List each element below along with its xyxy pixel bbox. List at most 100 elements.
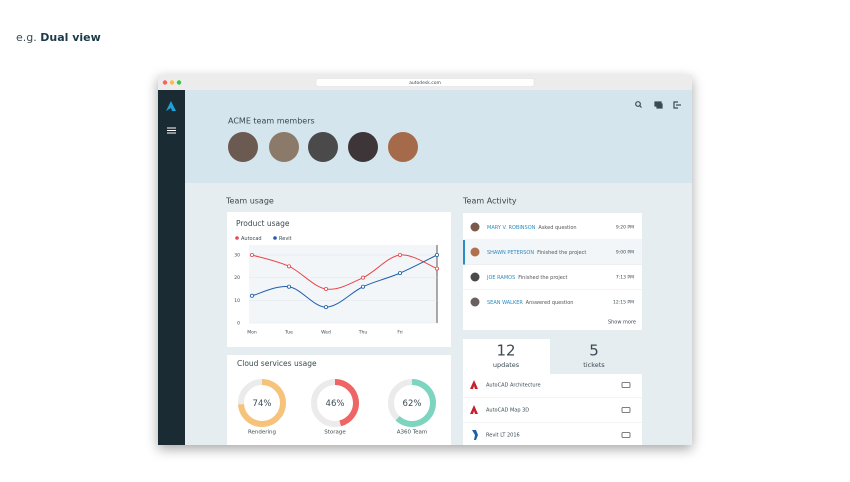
tab-label: tickets xyxy=(583,361,605,369)
gauge-arc xyxy=(334,379,359,427)
card xyxy=(463,213,642,330)
gauge-value: 74% xyxy=(253,399,272,409)
product-name: AutoCAD Architecture xyxy=(486,383,541,389)
gauge-arc xyxy=(238,379,286,427)
activity-action: Asked question xyxy=(538,225,576,231)
activity-time: 9:20 PM xyxy=(616,225,634,231)
max-dot[interactable] xyxy=(176,80,182,85)
card xyxy=(227,355,451,445)
activity-time: 12:15 PM xyxy=(613,300,634,306)
x-tick-label: Fri xyxy=(397,330,402,336)
product-name: AutoCAD Map 3D xyxy=(486,408,529,414)
download-icon[interactable] xyxy=(621,432,631,438)
point xyxy=(397,252,402,257)
x-tick-label: Tue xyxy=(284,330,293,336)
y-tick-label: 20 xyxy=(234,275,240,281)
min-dot[interactable] xyxy=(169,80,175,85)
activity-time: 9:00 PM xyxy=(616,250,634,256)
activity-action: Finished the project xyxy=(518,275,567,281)
activity-time: 7:13 PM xyxy=(616,275,634,281)
download-icon[interactable] xyxy=(621,382,631,388)
activity-text: SEAN WALKER Answered question xyxy=(487,300,573,306)
legend-swatch xyxy=(273,236,277,240)
product-icon xyxy=(472,430,478,440)
y-tick-label: 30 xyxy=(234,253,240,259)
legend-label: Autocad xyxy=(241,236,262,242)
activity-name: MARY V. ROBINSON xyxy=(487,225,536,231)
row-marker xyxy=(463,240,465,265)
avatar[interactable] xyxy=(228,132,258,162)
point xyxy=(360,275,365,280)
series-line xyxy=(251,254,438,290)
point xyxy=(434,252,439,257)
menu-icon[interactable] xyxy=(167,127,176,134)
activity-avatar xyxy=(470,222,480,232)
gauge-label: A360 Team xyxy=(397,430,428,436)
download-icon[interactable] xyxy=(621,407,631,413)
section-title: Team usage xyxy=(225,197,274,206)
activity-avatar xyxy=(470,247,480,257)
activity-text: JOE RAMOS Finished the project xyxy=(486,275,568,281)
tab-count: 5 xyxy=(589,342,599,360)
x-tick-label: Wed xyxy=(321,330,331,336)
avatars xyxy=(228,132,418,162)
header xyxy=(185,90,692,183)
point xyxy=(323,286,328,291)
x-tick-label: Thu xyxy=(358,330,368,336)
logo[interactable] xyxy=(166,101,176,111)
point xyxy=(434,266,439,271)
chart-title: Product usage xyxy=(236,219,290,228)
y-tick-label: 10 xyxy=(234,298,240,304)
point xyxy=(360,284,365,289)
product-name: Revit LT 2016 xyxy=(486,433,520,439)
intro-prefix: e.g. xyxy=(16,31,37,44)
gauge-arc xyxy=(395,379,436,427)
activity-text: SHAWN PETERSON Finished the project xyxy=(487,250,586,256)
activity-avatar xyxy=(470,297,480,307)
gauge-label: Storage xyxy=(324,430,346,436)
y-tick-label: 0 xyxy=(237,321,240,327)
activity-name: SEAN WALKER xyxy=(487,300,523,306)
tab-label: updates xyxy=(493,361,520,369)
search-icon[interactable] xyxy=(635,101,642,108)
activity-name: SHAWN PETERSON xyxy=(487,250,534,256)
activity-action: Finished the project xyxy=(537,250,586,256)
legend-swatch xyxy=(235,236,239,240)
header-title: ACME team members xyxy=(228,117,315,126)
gauge-value: 62% xyxy=(403,399,422,409)
point xyxy=(249,293,254,298)
gauge-label: Rendering xyxy=(248,430,276,436)
sidebar xyxy=(158,90,185,445)
avatar[interactable] xyxy=(388,132,418,162)
intro-emphasis: Dual view xyxy=(40,31,101,44)
intro: e.g. Dual view xyxy=(16,31,101,44)
avatar[interactable] xyxy=(269,132,299,162)
activity-action: Answered question xyxy=(526,300,574,306)
product-icon xyxy=(470,380,478,389)
point xyxy=(286,264,291,269)
show-more[interactable]: Show more xyxy=(608,320,636,326)
activity-name: JOE RAMOS xyxy=(486,275,515,281)
point xyxy=(323,305,328,310)
series-line xyxy=(251,254,438,308)
tab-count: 12 xyxy=(496,342,515,360)
point xyxy=(397,271,402,276)
x-tick-label: Mon xyxy=(247,330,257,336)
gauge-value: 46% xyxy=(326,399,345,409)
url-field[interactable] xyxy=(315,78,535,87)
activity-text: MARY V. ROBINSON Asked question xyxy=(487,225,577,231)
chat-icon[interactable] xyxy=(654,101,663,109)
close-dot[interactable] xyxy=(162,80,168,85)
point xyxy=(249,252,254,257)
row-highlight xyxy=(463,240,642,265)
section-title: Team Activity xyxy=(462,197,517,206)
logout-icon[interactable] xyxy=(673,101,681,109)
legend-label: Revit xyxy=(279,236,292,242)
tab-inactive[interactable] xyxy=(550,339,642,374)
avatar[interactable] xyxy=(348,132,378,162)
plot-area xyxy=(249,245,437,323)
product-icon xyxy=(470,405,478,414)
avatar[interactable] xyxy=(308,132,338,162)
